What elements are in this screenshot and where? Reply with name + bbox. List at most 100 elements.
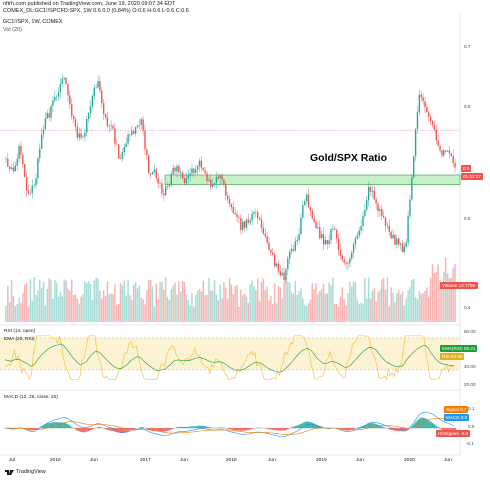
histogram-bar bbox=[341, 428, 344, 430]
candle-body bbox=[330, 229, 332, 241]
histogram-bar bbox=[100, 427, 103, 429]
volume-bar bbox=[428, 296, 430, 322]
histogram-bar bbox=[125, 428, 128, 433]
histogram-bar bbox=[221, 427, 223, 429]
histogram-bar bbox=[196, 425, 199, 429]
volume-bar bbox=[210, 290, 212, 322]
volume-bar bbox=[74, 294, 77, 322]
signal-tag: Signal 0.7 bbox=[444, 406, 469, 413]
histogram-bar bbox=[284, 428, 287, 431]
candle-body bbox=[39, 148, 41, 159]
histogram-bar bbox=[53, 422, 56, 429]
candle-body bbox=[328, 240, 330, 245]
histogram-bar bbox=[112, 428, 114, 432]
histogram-bar bbox=[363, 425, 366, 429]
histogram-bar bbox=[393, 428, 396, 431]
volume-bar bbox=[409, 287, 411, 322]
volume-bar bbox=[320, 289, 323, 322]
volume-bar bbox=[414, 297, 417, 322]
histogram-bar bbox=[401, 428, 404, 432]
tradingview-logo-text: TradingView bbox=[16, 469, 46, 475]
signal-tag-label: Signal bbox=[446, 407, 459, 412]
candle-body bbox=[281, 272, 283, 276]
histogram-bar bbox=[176, 427, 178, 429]
candle-body bbox=[215, 176, 218, 183]
volume-bar bbox=[405, 298, 407, 322]
histogram-bar bbox=[106, 428, 109, 430]
volume-bar bbox=[25, 282, 28, 322]
histogram-bar bbox=[198, 425, 201, 429]
histogram-bar bbox=[320, 426, 323, 429]
histogram-bar bbox=[241, 428, 244, 431]
chart-annotation[interactable]: Gold/SPX Ratio bbox=[310, 152, 388, 164]
candle-body bbox=[63, 77, 65, 79]
candle-body bbox=[170, 174, 172, 185]
candle-body bbox=[413, 156, 415, 178]
histogram-bar bbox=[425, 419, 428, 429]
tradingview-logo[interactable]: TradingView bbox=[5, 469, 46, 475]
candle-body bbox=[95, 87, 97, 88]
volume-bar bbox=[330, 285, 332, 322]
candle-body bbox=[446, 150, 449, 152]
volume-bar bbox=[247, 303, 250, 322]
volume-bar bbox=[422, 292, 424, 322]
histogram-bar bbox=[160, 428, 163, 432]
histogram-bar bbox=[283, 428, 285, 431]
volume-bar bbox=[418, 290, 421, 322]
candle-body bbox=[322, 234, 325, 245]
volume-bar bbox=[360, 302, 362, 322]
candle-body bbox=[108, 126, 110, 127]
volume-bar bbox=[322, 283, 325, 322]
histogram-bar bbox=[245, 428, 248, 431]
candle-body bbox=[142, 119, 144, 131]
histogram-bar bbox=[87, 428, 90, 432]
volume-bar bbox=[367, 277, 370, 322]
histogram-bar bbox=[300, 423, 302, 429]
candle-body bbox=[386, 225, 389, 227]
histogram-tag-value: -0.0 bbox=[460, 431, 469, 436]
candle-body bbox=[7, 158, 9, 167]
histogram-bar bbox=[226, 428, 229, 429]
rsi-band bbox=[0, 338, 460, 370]
histogram-bar bbox=[439, 428, 441, 429]
histogram-bar bbox=[296, 425, 299, 429]
candle-body bbox=[279, 271, 281, 276]
volume-bar bbox=[300, 288, 302, 322]
volume-bar bbox=[194, 294, 197, 322]
histogram-bar bbox=[307, 421, 310, 429]
candle-body bbox=[187, 175, 189, 179]
volume-bar bbox=[302, 298, 304, 322]
candle-body bbox=[181, 172, 184, 179]
volume-bar bbox=[183, 281, 186, 322]
volume-bar bbox=[44, 305, 47, 322]
candle-body bbox=[176, 166, 178, 172]
candle-body bbox=[225, 183, 227, 196]
rsi-tag: RSI 53.96 bbox=[440, 353, 465, 360]
candle-body bbox=[238, 217, 240, 218]
candle-body bbox=[428, 112, 430, 117]
histogram-bar bbox=[68, 425, 71, 429]
candle-body bbox=[399, 243, 402, 245]
volume-bar bbox=[198, 289, 201, 322]
candle-body bbox=[5, 158, 7, 160]
candle-body bbox=[99, 81, 101, 91]
candle-body bbox=[381, 209, 383, 216]
volume-bar bbox=[63, 279, 65, 322]
histogram-bar bbox=[412, 424, 415, 429]
volume-bar bbox=[153, 306, 156, 322]
candle-body bbox=[371, 190, 374, 192]
candle-body bbox=[191, 168, 193, 174]
histogram-bar bbox=[403, 428, 406, 432]
volume-bar bbox=[332, 277, 334, 322]
candle-body bbox=[234, 213, 236, 215]
volume-bar bbox=[234, 286, 236, 322]
histogram-bar bbox=[313, 423, 316, 429]
histogram-bar bbox=[119, 428, 122, 434]
volume-bar bbox=[362, 304, 364, 322]
volume-bar bbox=[411, 279, 413, 322]
volume-bar bbox=[125, 295, 127, 322]
volume-bar bbox=[397, 290, 400, 322]
candle-body bbox=[405, 242, 407, 247]
histogram-bar bbox=[352, 428, 355, 430]
